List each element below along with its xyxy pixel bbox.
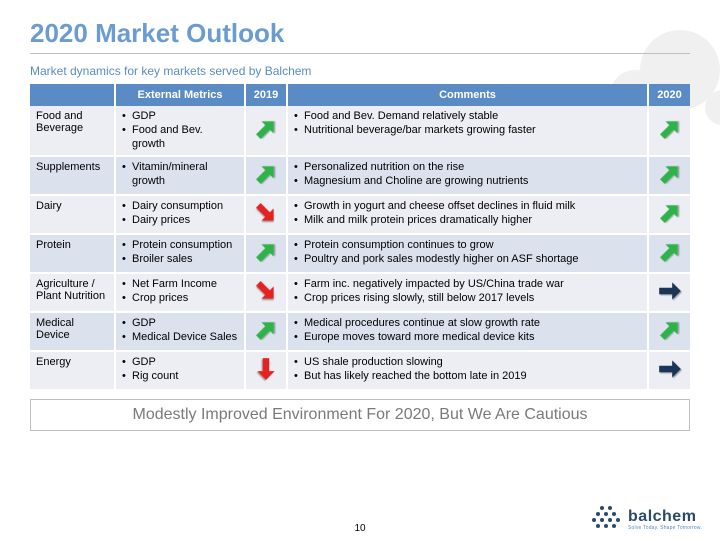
arrow-2019-icon [245, 273, 287, 312]
comments-cell: Growth in yogurt and cheese offset decli… [287, 195, 648, 234]
arrow-2020-icon [648, 156, 690, 195]
category-cell: Dairy [30, 195, 115, 234]
arrow-2020-icon [648, 351, 690, 390]
logo-text-block: balchem Solve Today. Shape Tomorrow. [628, 508, 702, 531]
arrow-2019-icon [245, 312, 287, 351]
arrow-2019-icon [245, 195, 287, 234]
column-header: Comments [287, 84, 648, 106]
arrow-2019-icon [245, 156, 287, 195]
table-row: EnergyGDPRig count US shale production s… [30, 351, 690, 390]
table-row: Medical DeviceGDPMedical Device Sales Me… [30, 312, 690, 351]
table-header: External Metrics2019Comments2020 [30, 84, 690, 106]
table-row: ProteinProtein consumptionBroiler sales … [30, 234, 690, 273]
slide: 2020 Market Outlook Market dynamics for … [0, 0, 720, 441]
market-table: External Metrics2019Comments2020 Food an… [30, 84, 690, 391]
comments-cell: Personalized nutrition on the riseMagnes… [287, 156, 648, 195]
page-title: 2020 Market Outlook [30, 18, 690, 49]
page-number: 10 [354, 523, 365, 534]
comments-cell: Farm inc. negatively impacted by US/Chin… [287, 273, 648, 312]
arrow-2019-icon [245, 106, 287, 156]
category-cell: Supplements [30, 156, 115, 195]
table-row: Agriculture / Plant NutritionNet Farm In… [30, 273, 690, 312]
table-body: Food and BeverageGDPFood and Bev. growth… [30, 106, 690, 390]
arrow-2020-icon [648, 195, 690, 234]
table-row: DairyDairy consumptionDairy prices Growt… [30, 195, 690, 234]
external-metrics-cell: Protein consumptionBroiler sales [115, 234, 245, 273]
table-row: Food and BeverageGDPFood and Bev. growth… [30, 106, 690, 156]
subtitle: Market dynamics for key markets served b… [30, 64, 690, 78]
category-cell: Agriculture / Plant Nutrition [30, 273, 115, 312]
external-metrics-cell: GDPMedical Device Sales [115, 312, 245, 351]
arrow-2020-icon [648, 234, 690, 273]
column-header: External Metrics [115, 84, 245, 106]
logo-dots-icon [592, 506, 622, 532]
category-cell: Energy [30, 351, 115, 390]
external-metrics-cell: Dairy consumptionDairy prices [115, 195, 245, 234]
external-metrics-cell: Net Farm IncomeCrop prices [115, 273, 245, 312]
arrow-2020-icon [648, 312, 690, 351]
external-metrics-cell: Vitamin/mineral growth [115, 156, 245, 195]
arrow-2019-icon [245, 351, 287, 390]
table-row: SupplementsVitamin/mineral growth Person… [30, 156, 690, 195]
balchem-logo: balchem Solve Today. Shape Tomorrow. [592, 506, 702, 532]
comments-cell: Protein consumption continues to growPou… [287, 234, 648, 273]
column-header: 2020 [648, 84, 690, 106]
comments-cell: US shale production slowingBut has likel… [287, 351, 648, 390]
title-divider [30, 53, 690, 54]
logo-text: balchem [628, 508, 696, 525]
arrow-2019-icon [245, 234, 287, 273]
external-metrics-cell: GDPFood and Bev. growth [115, 106, 245, 156]
arrow-2020-icon [648, 106, 690, 156]
external-metrics-cell: GDPRig count [115, 351, 245, 390]
category-cell: Food and Beverage [30, 106, 115, 156]
summary-box: Modestly Improved Environment For 2020, … [30, 399, 690, 431]
comments-cell: Food and Bev. Demand relatively stableNu… [287, 106, 648, 156]
column-header [30, 84, 115, 106]
logo-tagline: Solve Today. Shape Tomorrow. [628, 525, 702, 531]
comments-cell: Medical procedures continue at slow grow… [287, 312, 648, 351]
category-cell: Protein [30, 234, 115, 273]
category-cell: Medical Device [30, 312, 115, 351]
arrow-2020-icon [648, 273, 690, 312]
column-header: 2019 [245, 84, 287, 106]
